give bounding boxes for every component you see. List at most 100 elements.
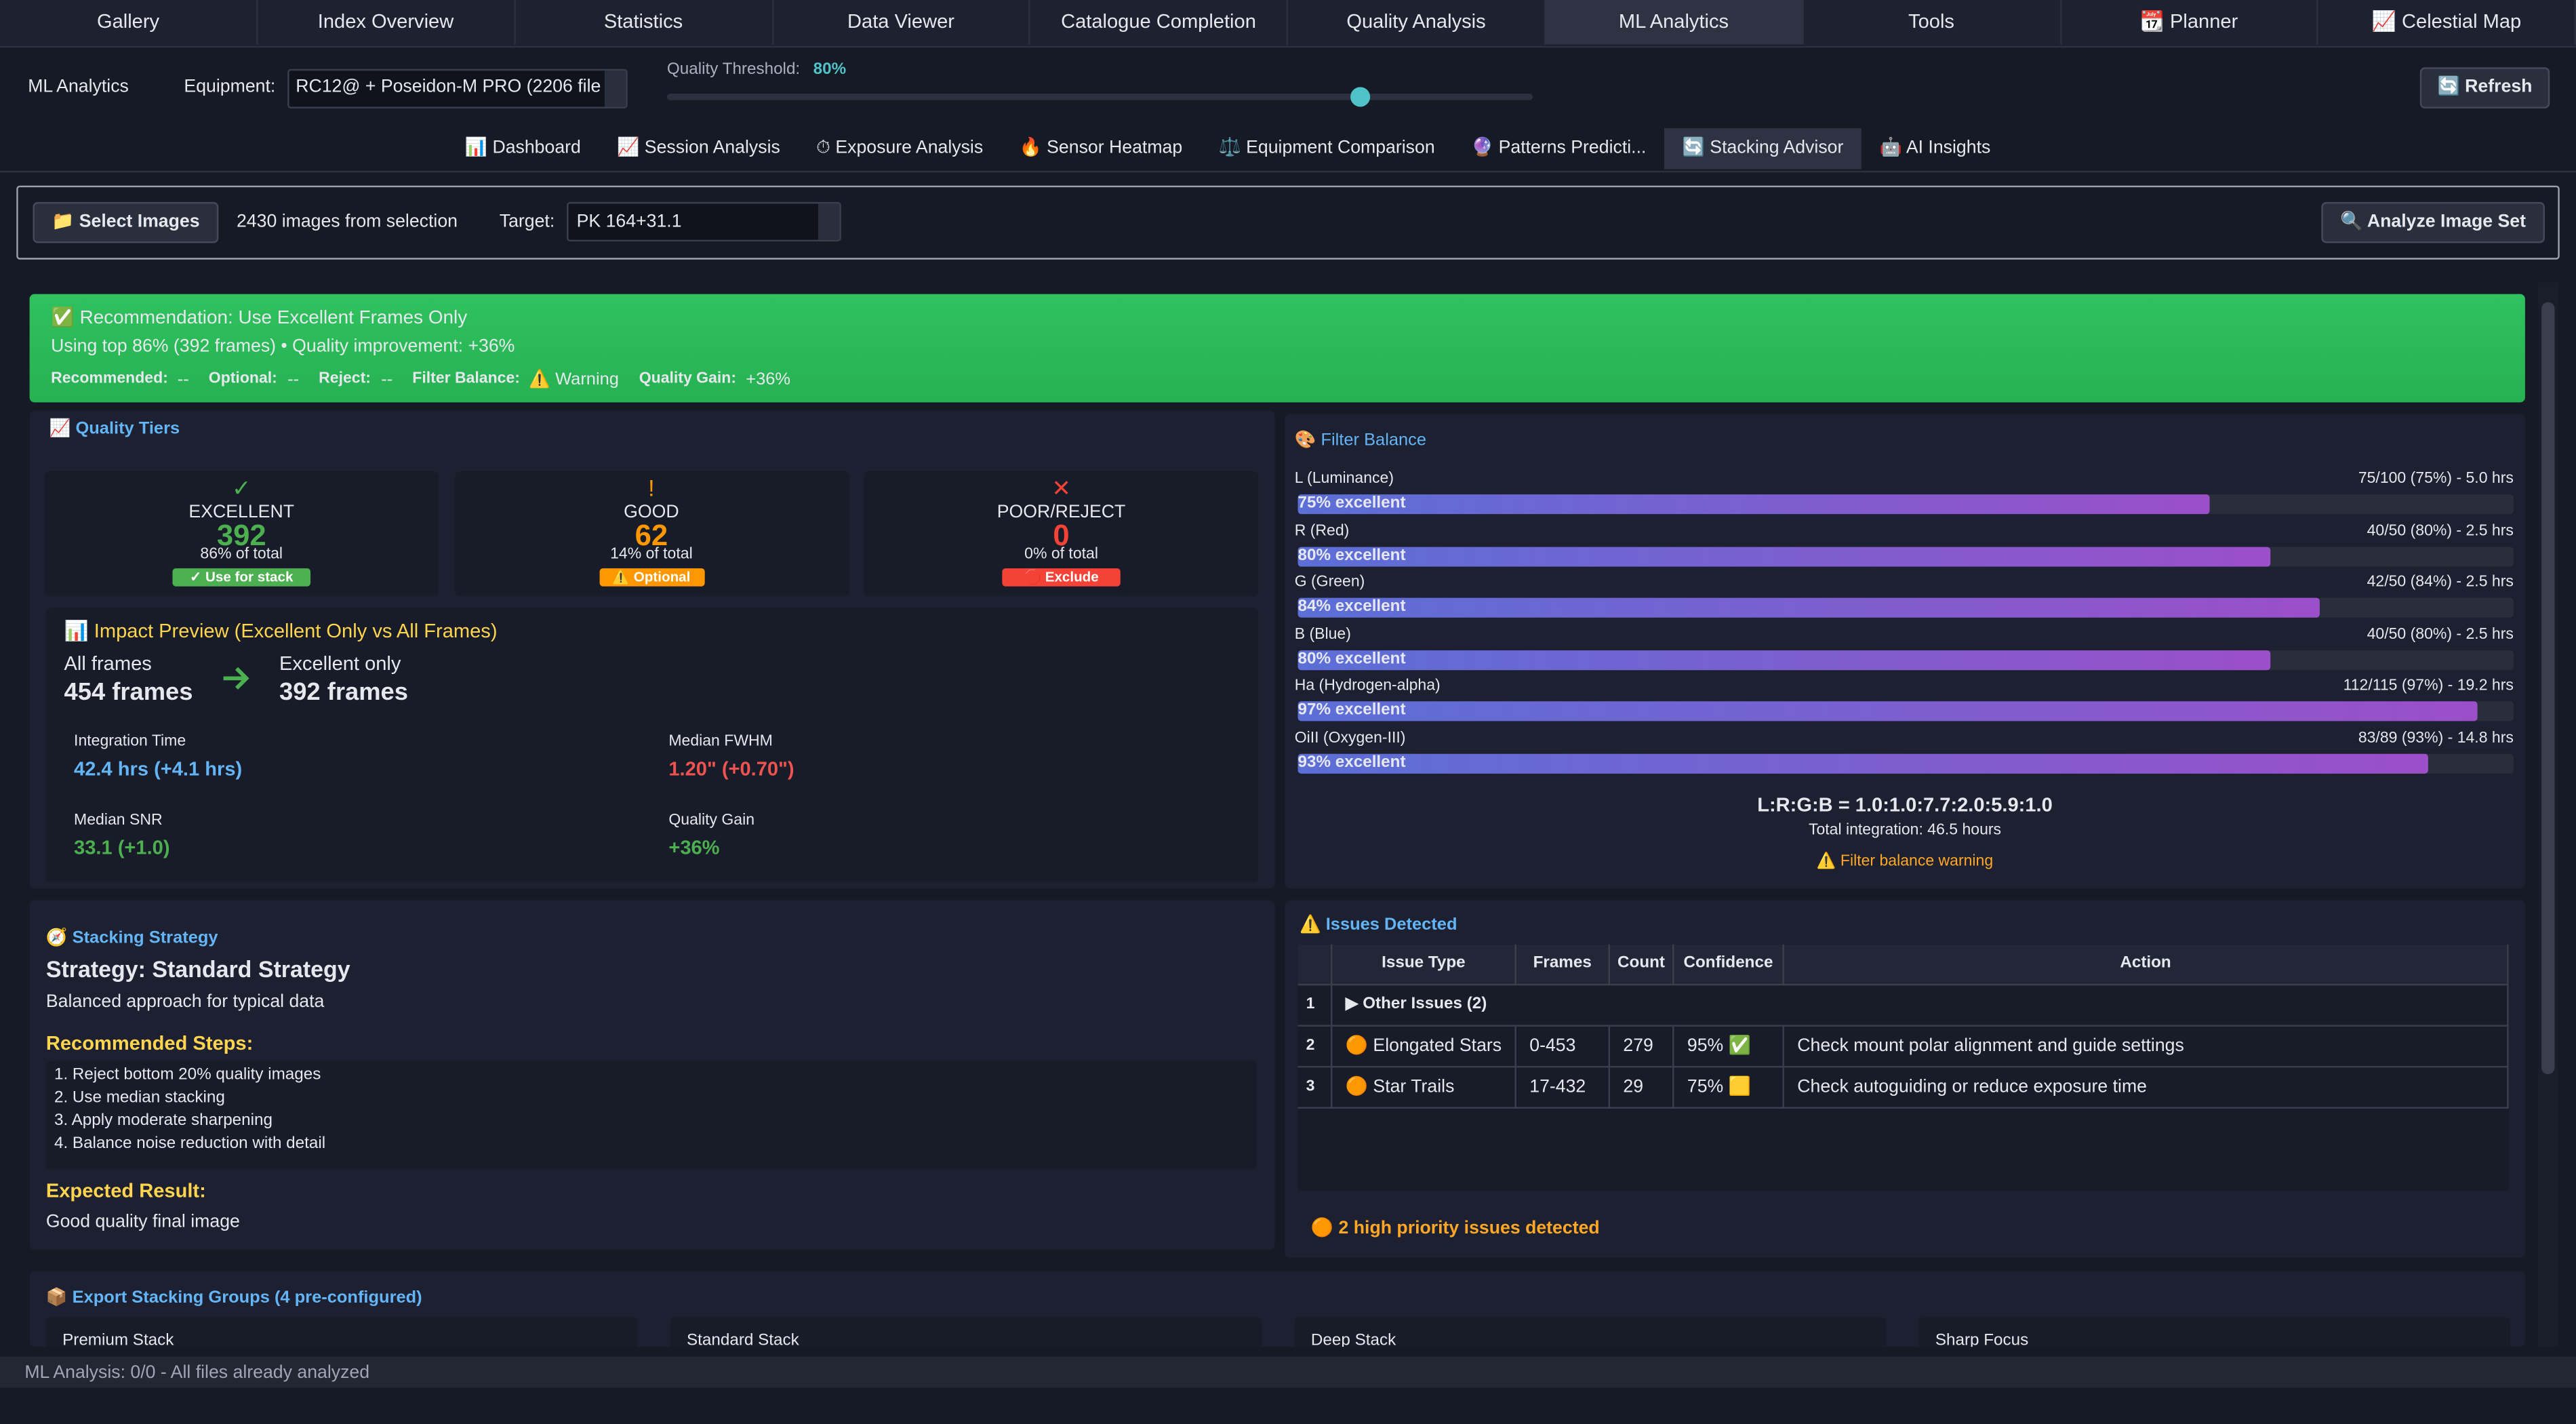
bar-label: 93% excellent <box>1297 753 1406 772</box>
filter-name: L (Luminance) <box>1294 469 1394 488</box>
filter-stats: 75/100 (75%) - 5.0 hrs <box>2358 469 2514 488</box>
issues-table: Issue Type Frames Count Confidence Action 1 ▶ … <box>1297 944 2509 1191</box>
sub-tab[interactable]: 🔄 Stacking Advisor <box>1664 127 1862 170</box>
bar-label: 84% excellent <box>1297 598 1406 616</box>
filter-bar <box>1297 494 2210 515</box>
nav-tab[interactable]: Index Overview <box>258 0 516 45</box>
nav-tab[interactable]: Data Viewer <box>773 0 1031 45</box>
strategy-panel: 🧭 Stacking Strategy Strategy: Standard St… <box>29 900 1275 1250</box>
row-index: 3 <box>1297 1067 1333 1108</box>
field-value: -- <box>287 369 300 390</box>
filter-stats: 83/89 (93%) - 14.8 hrs <box>2358 729 2514 748</box>
tier-count: 392 <box>216 519 266 552</box>
tier-badge: ✓ Use for stack <box>172 568 311 587</box>
nav-tab[interactable]: Tools <box>1803 0 2061 45</box>
tier-count: 62 <box>635 519 668 552</box>
target-value: PK 164+31.1 <box>576 212 682 232</box>
tier-badge: 🛑 Exclude <box>1002 568 1121 587</box>
tier-icon: ✕ <box>1051 475 1071 501</box>
impact-title: 📊 Impact Preview (Excellent Only vs All … <box>64 619 498 643</box>
quality-tiers-panel: 📈 Quality Tiers ✓ EXCELLENT 392 86% of total… <box>29 410 1275 889</box>
column-header: Action <box>1784 944 2509 986</box>
field-label: Quality Gain: <box>639 369 737 388</box>
sub-tab[interactable]: 📊 Dashboard <box>464 138 581 158</box>
export-group-card[interactable]: Standard Stack <box>670 1317 1262 1347</box>
filter-bar <box>1297 702 2478 722</box>
metric-value: 42.4 hrs (+4.1 hrs) <box>74 757 243 780</box>
sub-tab[interactable]: 🤖 AI Insights <box>1879 138 1991 158</box>
target-select[interactable]: PK 164+31.1 <box>567 201 841 242</box>
threshold-value: 80% <box>813 60 847 79</box>
nav-tab[interactable]: 📆 Planner <box>2061 0 2319 45</box>
filter-name: G (Green) <box>1294 573 1365 592</box>
table-cell: 17-432 <box>1516 1067 1611 1108</box>
filter-name: Ha (Hydrogen-alpha) <box>1294 677 1441 696</box>
tier-icon: ! <box>648 475 655 501</box>
from-label: All frames <box>64 652 152 675</box>
refresh-button[interactable]: 🔄 Refresh <box>2419 67 2550 108</box>
filter-balance-panel: 🎨 Filter Balance L (Luminance) 75/100 (75%… <box>1285 414 2525 889</box>
table-cell: 29 <box>1610 1067 1674 1108</box>
sub-tab[interactable]: ⚖️ Equipment Comparison <box>1218 138 1435 158</box>
filter-stats: 42/50 (84%) - 2.5 hrs <box>2367 573 2514 592</box>
step-item: 4. Balance noise reduction with detail <box>54 1134 326 1153</box>
panel-title: 📦 Export Stacking Groups (4 pre-configur… <box>45 1287 422 1308</box>
panel-title: 🧭 Stacking Strategy <box>45 928 218 948</box>
sub-tab[interactable]: 🔥 Sensor Heatmap <box>1019 138 1183 158</box>
nav-tab[interactable]: ML Analytics <box>1545 0 1804 45</box>
metric-value: +36% <box>668 835 720 859</box>
equipment-value: RC12@ + Poseidon-M PRO (2206 files <box>296 77 601 97</box>
filter-stats: 112/115 (97%) - 19.2 hrs <box>2343 677 2514 696</box>
export-group-card[interactable]: Sharp Focus <box>1918 1317 2511 1347</box>
export-group-card[interactable]: Deep Stack <box>1294 1317 1887 1347</box>
field-value: +36% <box>746 369 791 390</box>
filter-total: Total integration: 46.5 hours <box>1808 821 2002 839</box>
filter-bar <box>1297 753 2429 774</box>
sub-tab[interactable]: 🔮 Patterns Predicti... <box>1470 138 1647 158</box>
equipment-select[interactable]: RC12@ + Poseidon-M PRO (2206 files <box>287 68 628 108</box>
filter-name: OiII (Oxygen-III) <box>1294 729 1406 748</box>
tier-count: 0 <box>1053 519 1070 552</box>
filter-bar <box>1297 546 2271 566</box>
sub-tab[interactable]: ⏱ Exposure Analysis <box>816 138 984 158</box>
group-name: Sharp Focus <box>1935 1332 2029 1347</box>
analyze-button[interactable]: 🔍 Analyze Image Set <box>2321 201 2545 243</box>
group-row[interactable]: ▶ Other Issues (2) <box>1332 985 2509 1027</box>
dropdown-handle <box>604 71 626 107</box>
tier-name: POOR/REJECT <box>997 502 1126 523</box>
filter-warning: ⚠️ Filter balance warning <box>1816 852 1994 871</box>
metric-label: Median SNR <box>74 811 163 830</box>
tier-card: ! GOOD 62 14% of total ⚠️ Optional <box>454 471 849 597</box>
select-images-button[interactable]: 📁 Select Images <box>33 201 219 243</box>
issues-summary: 🟠 2 high priority issues detected <box>1310 1219 1600 1239</box>
export-group-card[interactable]: Premium Stack <box>45 1317 638 1347</box>
arrow-icon <box>223 667 249 690</box>
nav-tab[interactable]: Gallery <box>0 0 258 45</box>
table-cell: 75% 🟨 <box>1674 1067 1784 1108</box>
nav-tab[interactable]: Statistics <box>515 0 773 45</box>
filter-stats: 40/50 (80%) - 2.5 hrs <box>2367 521 2514 540</box>
column-header: Frames <box>1516 944 1611 986</box>
column-header: Confidence <box>1674 944 1784 986</box>
field-value: ⚠️ Warning <box>529 369 619 390</box>
step-item: 3. Apply moderate sharpening <box>54 1111 273 1130</box>
row-index: 2 <box>1297 1026 1333 1068</box>
filter-bar <box>1297 650 2271 670</box>
tier-share: 86% of total <box>200 545 283 563</box>
nav-tab[interactable]: Quality Analysis <box>1288 0 1546 45</box>
dropdown-handle <box>818 203 840 240</box>
slider-knob[interactable] <box>1350 87 1370 107</box>
tier-card: ✓ EXCELLENT 392 86% of total ✓ Use for stack <box>44 471 439 597</box>
metric-label: Median FWHM <box>668 732 773 751</box>
step-item: 1. Reject bottom 20% quality images <box>54 1065 321 1084</box>
nav-tab[interactable]: 📈 Celestial Map <box>2318 0 2576 45</box>
filter-name: R (Red) <box>1294 521 1350 540</box>
table-cell: 0-453 <box>1516 1026 1611 1068</box>
sub-tab[interactable]: 📈 Session Analysis <box>617 138 780 158</box>
scroll-thumb[interactable] <box>2541 302 2555 1075</box>
recommendation-title: ✅ Recommendation: Use Excellent Frames O… <box>51 309 468 329</box>
bar-label: 97% excellent <box>1297 702 1406 720</box>
nav-tab[interactable]: Catalogue Completion <box>1030 0 1289 45</box>
sub-tab-bar: 📊 Dashboard 📈 Session Analysis ⏱ Exposure … <box>447 127 2009 170</box>
